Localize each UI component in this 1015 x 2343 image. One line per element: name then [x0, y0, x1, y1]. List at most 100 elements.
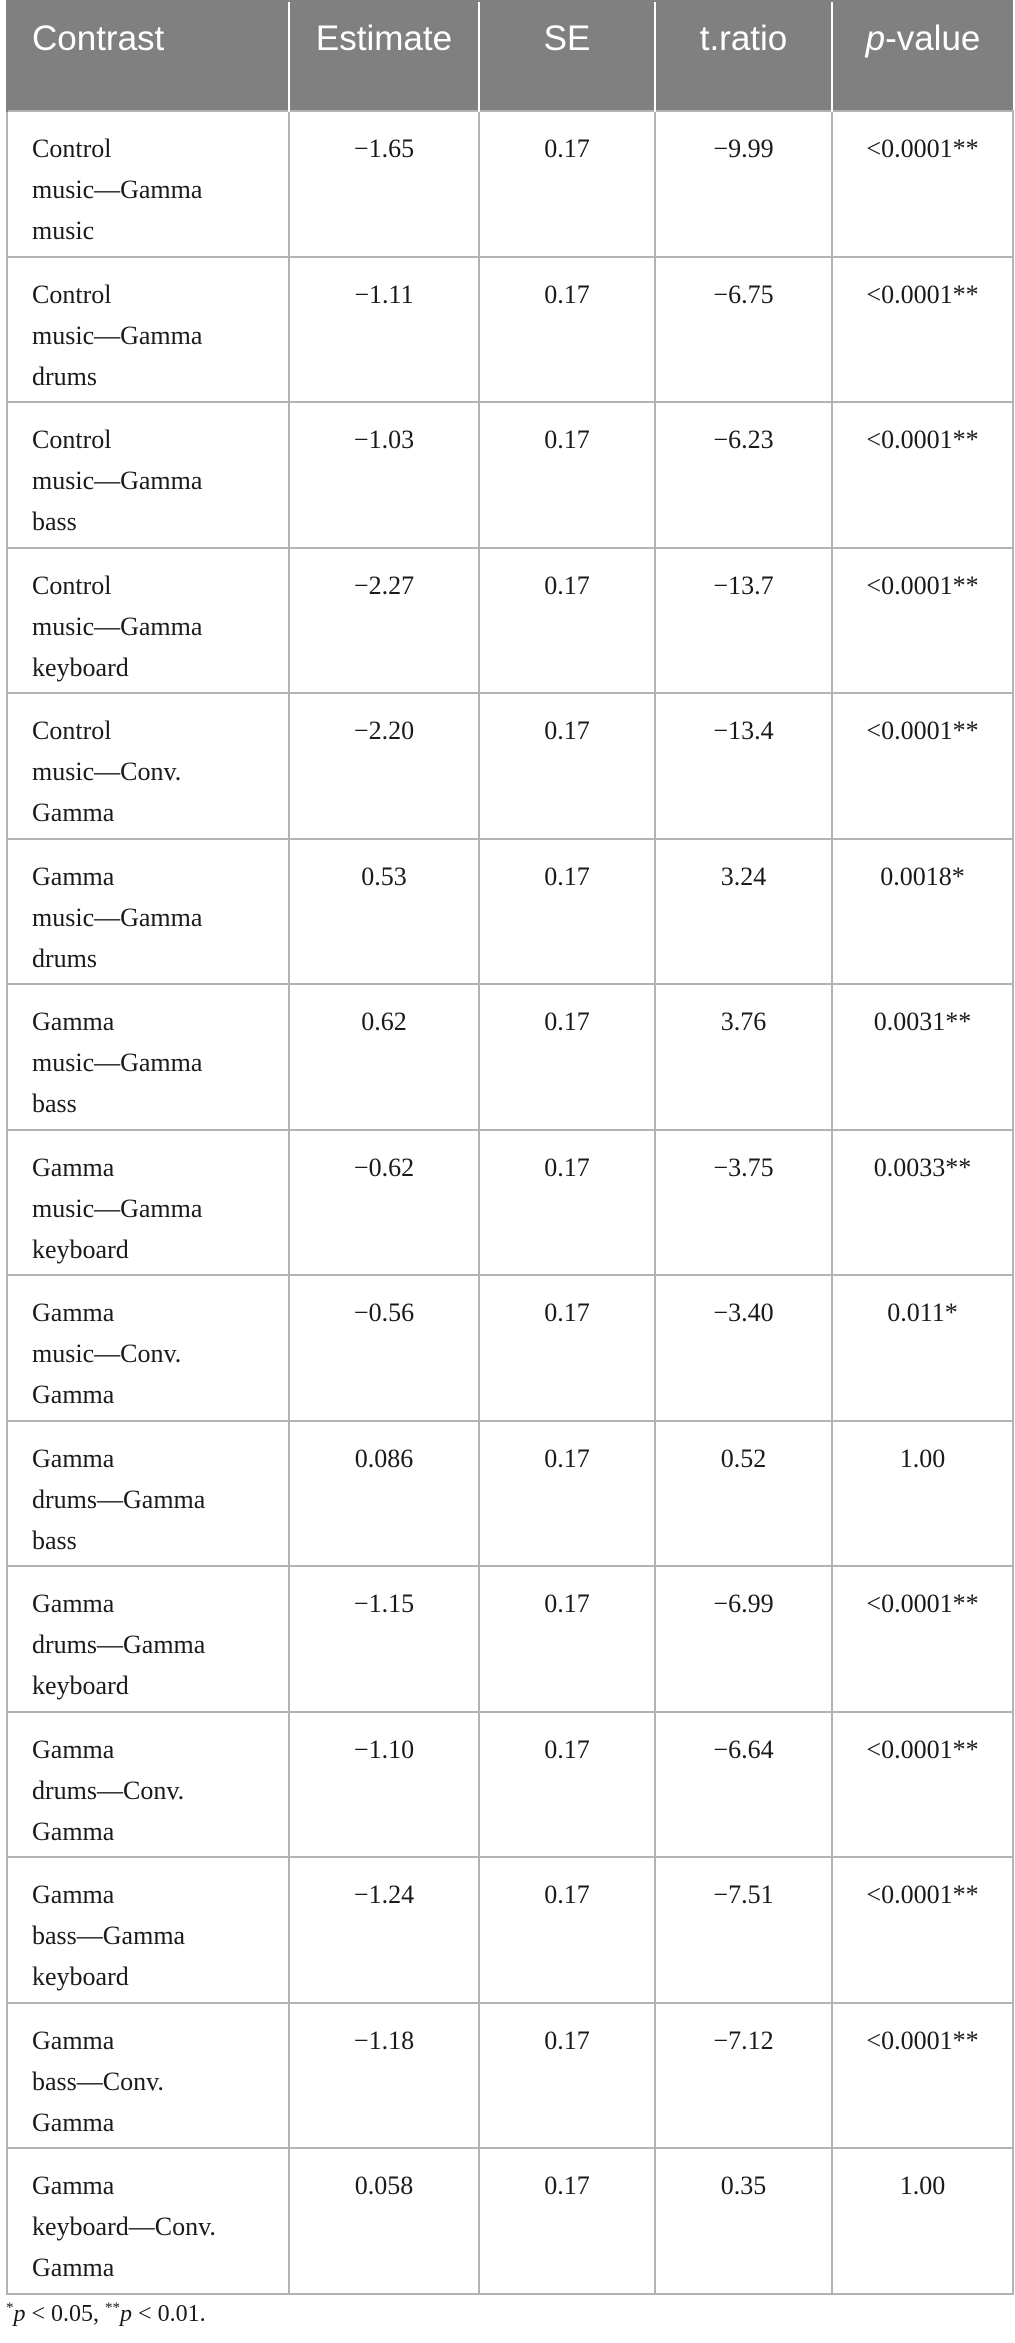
header-contrast: Contrast — [6, 0, 289, 111]
tratio-cell: −9.99 — [654, 110, 833, 258]
estimate-cell: −1.24 — [288, 1856, 480, 2004]
contrast-line-1: Gamma — [32, 2025, 115, 2055]
contrast-line-3: bass — [32, 1525, 77, 1555]
contrast-cell: Control music—Gamma keyboard — [6, 546, 290, 694]
contrast-line-1: Gamma — [32, 1152, 115, 1182]
tratio-cell: −3.40 — [654, 1274, 833, 1422]
table-row: Gamma drums—Gamma bass 0.086 0.17 0.52 1.00 — [6, 1419, 1014, 1567]
pvalue-cell: 0.0018* — [831, 837, 1014, 985]
tratio-cell: −7.51 — [654, 1856, 833, 2004]
se-cell: 0.17 — [478, 1128, 656, 1276]
contrast-line-2: music—Conv. — [32, 1339, 182, 1368]
contrast-line-1: Gamma — [32, 2171, 115, 2200]
contrast-line-1: Gamma — [32, 1734, 115, 1764]
contrast-line-3: keyboard — [32, 1671, 129, 1700]
contrast-line-1: Gamma — [32, 1589, 115, 1618]
contrast-cell: Control music—Gamma drums — [6, 255, 290, 403]
contrast-line-1: Control — [32, 279, 112, 309]
contrast-line-2: music—Gamma — [32, 1048, 203, 1077]
contrast-line-3: Gamma — [32, 798, 115, 827]
contrast-cell: Gamma drums—Gamma keyboard — [6, 1565, 290, 1713]
tratio-cell: 0.35 — [654, 2147, 833, 2295]
pvalue-cell: 0.0031** — [831, 983, 1014, 1131]
estimate-cell: −1.11 — [288, 255, 480, 403]
se-cell: 0.17 — [478, 1565, 656, 1713]
table-row: Gamma music—Conv. Gamma −0.56 0.17 −3.40 0.011… — [6, 1274, 1014, 1422]
contrast-line-2: drums—Gamma — [32, 1630, 206, 1659]
contrast-line-2: music—Gamma — [32, 1193, 203, 1223]
contrast-cell: Gamma bass—Gamma keyboard — [6, 1856, 290, 2004]
tratio-cell: 3.24 — [654, 837, 833, 985]
estimate-cell: −1.10 — [288, 1710, 480, 1858]
estimate-cell: −1.03 — [288, 401, 480, 549]
pvalue-cell: <0.0001** — [831, 401, 1014, 549]
contrast-line-3: drums — [32, 943, 97, 973]
contrast-cell: Control music—Gamma bass — [6, 401, 290, 549]
estimate-cell: −1.15 — [288, 1565, 480, 1713]
table-footnote: *p < 0.05, **p < 0.01. — [6, 2300, 206, 2328]
pvalue-cell: <0.0001** — [831, 2001, 1014, 2149]
pvalue-cell: <0.0001** — [831, 1856, 1014, 2004]
tratio-cell: 0.52 — [654, 1419, 833, 1567]
se-cell: 0.17 — [478, 2147, 656, 2295]
footnote-p2: p — [120, 2301, 133, 2327]
contrast-line-1: Gamma — [32, 861, 115, 891]
contrast-line-2: music—Gamma — [32, 175, 203, 204]
contrast-results-table: Contrast Estimate SE t.ratio p-value Con… — [6, 0, 1014, 2295]
tratio-cell: −7.12 — [654, 2001, 833, 2149]
footnote-text1: < 0.05, — [25, 2301, 106, 2327]
footnote-star2: ** — [105, 2300, 121, 2316]
se-cell: 0.17 — [478, 2001, 656, 2149]
se-cell: 0.17 — [478, 1710, 656, 1858]
table-row: Gamma music—Gamma drums 0.53 0.17 3.24 0.0018* — [6, 837, 1014, 985]
se-cell: 0.17 — [478, 1274, 656, 1422]
table-row: Gamma music—Gamma keyboard −0.62 0.17 −3.75 0.… — [6, 1128, 1014, 1276]
se-cell: 0.17 — [478, 692, 656, 840]
contrast-line-3: keyboard — [32, 652, 129, 682]
tratio-cell: −6.64 — [654, 1710, 833, 1858]
contrast-line-2: music—Gamma — [32, 320, 203, 350]
contrast-line-1: Gamma — [32, 1880, 115, 1909]
estimate-cell: −2.20 — [288, 692, 480, 840]
table-header: Contrast Estimate SE t.ratio p-value — [6, 0, 1013, 111]
header-se: SE — [478, 0, 655, 111]
pvalue-cell: <0.0001** — [831, 110, 1014, 258]
se-cell: 0.17 — [478, 546, 656, 694]
contrast-line-1: Control — [32, 425, 112, 454]
table-row: Gamma keyboard—Conv. Gamma 0.058 0.17 0.35 1.0… — [6, 2147, 1014, 2295]
pvalue-cell: <0.0001** — [831, 546, 1014, 694]
contrast-cell: Gamma music—Conv. Gamma — [6, 1274, 290, 1422]
estimate-cell: −0.56 — [288, 1274, 480, 1422]
footnote-p1: p — [13, 2301, 26, 2327]
table-row: Control music—Gamma drums −1.11 0.17 −6.75 <0.… — [6, 255, 1014, 403]
estimate-cell: 0.058 — [288, 2147, 480, 2295]
contrast-cell: Gamma keyboard—Conv. Gamma — [6, 2147, 290, 2295]
contrast-line-1: Gamma — [32, 1007, 115, 1036]
contrast-line-2: bass—Gamma — [32, 1921, 186, 1950]
contrast-line-1: Control — [32, 716, 112, 745]
table-row: Control music—Gamma keyboard −2.27 0.17 −13.7… — [6, 546, 1014, 694]
pvalue-cell: 1.00 — [831, 2147, 1014, 2295]
contrast-line-2: music—Conv. — [32, 757, 182, 786]
contrast-cell: Control music—Conv. Gamma — [6, 692, 290, 840]
pvalue-cell: <0.0001** — [831, 255, 1014, 403]
contrast-line-1: Control — [32, 134, 112, 163]
table-row: Gamma bass—Gamma keyboard −1.24 0.17 −7.51 <0.… — [6, 1856, 1014, 2004]
table-row: Gamma music—Gamma bass 0.62 0.17 3.76 0.0031** — [6, 983, 1014, 1131]
tratio-cell: −3.75 — [654, 1128, 833, 1276]
tratio-cell: −13.7 — [654, 546, 833, 694]
se-cell: 0.17 — [478, 1856, 656, 2004]
estimate-cell: −1.18 — [288, 2001, 480, 2149]
results-table-container: Contrast Estimate SE t.ratio p-value Con… — [6, 0, 1014, 2295]
se-cell: 0.17 — [478, 255, 656, 403]
pvalue-cell: 0.0033** — [831, 1128, 1014, 1276]
table-row: Gamma drums—Conv. Gamma −1.10 0.17 −6.64 <0.00… — [6, 1710, 1014, 1858]
se-cell: 0.17 — [478, 983, 656, 1131]
contrast-line-3: keyboard — [32, 1962, 129, 1991]
tratio-cell: 3.76 — [654, 983, 833, 1131]
contrast-line-3: Gamma — [32, 2107, 115, 2137]
contrast-cell: Gamma music—Gamma drums — [6, 837, 290, 985]
footnote-text2: < 0.01. — [132, 2301, 206, 2327]
contrast-cell: Gamma music—Gamma bass — [6, 983, 290, 1131]
contrast-cell: Gamma music—Gamma keyboard — [6, 1128, 290, 1276]
